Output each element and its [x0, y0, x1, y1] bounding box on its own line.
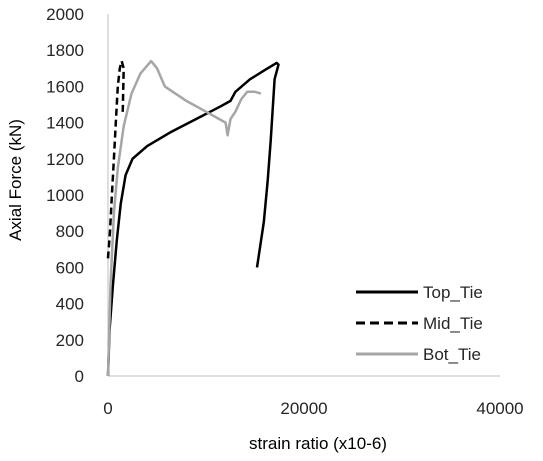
y-tick-label: 0 — [75, 367, 84, 386]
series-line-mid-tie — [106, 59, 125, 259]
y-tick-label: 600 — [56, 258, 84, 277]
y-tick-labels: 0 200 400 600 800 1000 1200 1400 1600 1800 2000 — [46, 5, 84, 386]
y-tick-label: 800 — [56, 222, 84, 241]
y-tick-label: 1600 — [46, 77, 84, 96]
y-tick-label: 400 — [56, 295, 84, 314]
series-layer — [106, 59, 280, 377]
y-tick-label: 1400 — [46, 114, 84, 133]
y-tick-label: 1000 — [46, 186, 84, 205]
y-tick-label: 2000 — [46, 5, 84, 24]
x-tick-label: 20000 — [280, 399, 327, 418]
y-axis-label: Axial Force (kN) — [6, 119, 25, 241]
y-tick-label: 1800 — [46, 41, 84, 60]
y-tick-label: 200 — [56, 331, 84, 350]
legend: Top_Tie Mid_Tie Bot_Tie — [356, 283, 483, 364]
x-tick-label: 40000 — [476, 399, 523, 418]
y-tick-label: 1200 — [46, 150, 84, 169]
x-axis-label: strain ratio (x10-6) — [249, 434, 387, 453]
legend-label-top-tie: Top_Tie — [423, 283, 483, 302]
legend-label-mid-tie: Mid_Tie — [423, 314, 483, 333]
x-tick-label: 0 — [103, 399, 112, 418]
legend-label-bot-tie: Bot_Tie — [423, 345, 481, 364]
x-tick-labels: 0 20000 40000 — [103, 399, 523, 418]
series-line-bot-tie — [106, 59, 262, 377]
series-line-top-tie — [106, 61, 280, 377]
